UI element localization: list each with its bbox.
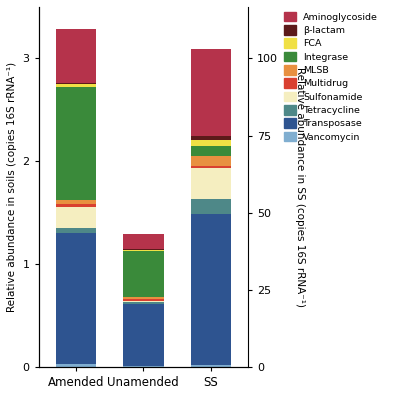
- Bar: [191, 147, 231, 156]
- Bar: [56, 29, 96, 83]
- Bar: [123, 302, 164, 304]
- Bar: [56, 233, 96, 364]
- Bar: [123, 299, 164, 301]
- Bar: [56, 364, 96, 367]
- Bar: [56, 84, 96, 87]
- Bar: [191, 135, 231, 140]
- Bar: [123, 366, 164, 367]
- Bar: [123, 301, 164, 302]
- Bar: [191, 366, 231, 367]
- Bar: [123, 251, 164, 297]
- Bar: [191, 168, 231, 199]
- Bar: [123, 250, 164, 251]
- Bar: [191, 49, 231, 135]
- Y-axis label: Relative abundance in soils (copies 16S rRNA⁻¹): Relative abundance in soils (copies 16S …: [7, 62, 17, 312]
- Bar: [56, 204, 96, 207]
- Bar: [191, 156, 231, 166]
- Bar: [123, 234, 164, 249]
- Bar: [56, 87, 96, 200]
- Legend: Aminoglycoside, β-lactam, FCA, Integrase, MLSB, Multidrug, Sulfonamide, Tetracyc: Aminoglycoside, β-lactam, FCA, Integrase…: [284, 11, 378, 142]
- Bar: [191, 140, 231, 147]
- Bar: [191, 166, 231, 168]
- Bar: [123, 304, 164, 366]
- Bar: [123, 249, 164, 250]
- Bar: [191, 214, 231, 366]
- Bar: [56, 228, 96, 233]
- Y-axis label: Relative abundance in SS (copies 16S rRNA⁻¹): Relative abundance in SS (copies 16S rRN…: [295, 67, 305, 307]
- Bar: [56, 200, 96, 204]
- Bar: [191, 199, 231, 214]
- Bar: [56, 207, 96, 228]
- Bar: [56, 83, 96, 84]
- Bar: [123, 297, 164, 299]
